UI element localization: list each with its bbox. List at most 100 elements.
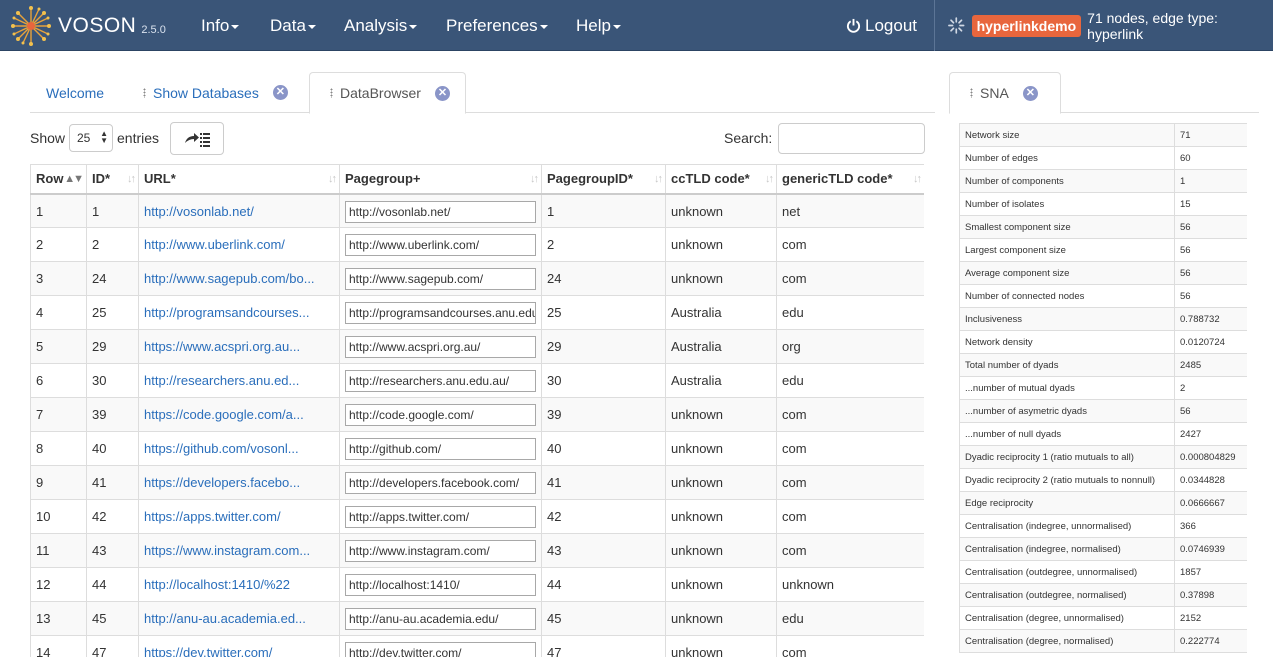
column-header-pagegroupid[interactable]: PagegroupID* ↓↑: [541, 164, 666, 195]
close-icon[interactable]: ✕: [272, 85, 288, 100]
sna-metric-value: 0.0344828: [1174, 468, 1247, 492]
cell-row: 1: [30, 193, 87, 228]
menu-preferences[interactable]: Preferences: [446, 0, 548, 51]
sna-row: Inclusiveness 0.788732: [959, 307, 1247, 331]
url-link[interactable]: http://www.sagepub.com/bo...: [144, 271, 315, 286]
table-row[interactable]: 8 40 https://github.com/vosonl... http://gi…: [30, 431, 924, 466]
dataset-badge: hyperlinkdemo: [971, 14, 1082, 37]
sna-metric-label: Dyadic reciprocity 1 (ratio mutuals to a…: [959, 445, 1175, 469]
data-table-container[interactable]: Row ▲▼ ID* ↓↑ URL* ↓↑ Pagegroup+ ↓↑ Pagegrou…: [30, 164, 924, 657]
cell-row: 8: [30, 431, 87, 466]
table-row[interactable]: 4 25 http://programsandcourses... http://pr…: [30, 295, 924, 330]
cell-url: http://vosonlab.net/: [138, 193, 340, 228]
url-link[interactable]: http://www.uberlink.com/: [144, 237, 285, 252]
cell-url: https://dev.twitter.com/: [138, 635, 340, 657]
sna-metric-label: Number of isolates: [959, 192, 1175, 216]
pagegroup-input[interactable]: http://dev.twitter.com/: [345, 642, 536, 657]
cell-id: 47: [86, 635, 139, 657]
url-link[interactable]: http://anu-au.academia.ed...: [144, 611, 306, 626]
url-link[interactable]: http://researchers.anu.ed...: [144, 373, 300, 388]
url-link[interactable]: https://www.acspri.org.au...: [144, 339, 301, 354]
table-row[interactable]: 12 44 http://localhost:1410/%22 http://loca…: [30, 567, 924, 602]
pagegroup-input[interactable]: http://github.com/: [345, 438, 536, 460]
sna-row: Centralisation (degree, normalised) 0.222…: [959, 629, 1247, 653]
brand[interactable]: VOSON 2.5.0: [10, 5, 166, 47]
column-header-label: URL*: [144, 171, 176, 187]
pagegroup-input[interactable]: http://programsandcourses.anu.edu: [345, 302, 536, 324]
export-button[interactable]: [170, 122, 224, 155]
column-header-url[interactable]: URL* ↓↑: [138, 164, 340, 195]
cell-cctld: unknown: [665, 193, 777, 228]
url-link[interactable]: http://programsandcourses...: [144, 305, 310, 320]
close-icon[interactable]: ✕: [434, 85, 450, 101]
cell-pagegroupid: 25: [541, 295, 666, 330]
data-table: Row ▲▼ ID* ↓↑ URL* ↓↑ Pagegroup+ ↓↑ Pagegrou…: [30, 164, 924, 657]
table-row[interactable]: 6 30 http://researchers.anu.ed... http://re…: [30, 363, 924, 398]
column-header-id[interactable]: ID* ↓↑: [86, 164, 139, 195]
table-row[interactable]: 2 2 http://www.uberlink.com/http://www.ube…: [30, 227, 924, 262]
url-link[interactable]: https://code.google.com/a...: [144, 407, 304, 422]
pagegroup-input[interactable]: http://apps.twitter.com/: [345, 506, 536, 528]
cell-pagegroup: http://www.sagepub.com/: [339, 261, 542, 296]
table-row[interactable]: 11 43 https://www.instagram.com... http://w…: [30, 533, 924, 568]
column-header-cctld[interactable]: ccTLD code* ↓↑: [665, 164, 777, 195]
table-row[interactable]: 14 47 https://dev.twitter.com/http://dev.t…: [30, 635, 924, 657]
url-link[interactable]: http://vosonlab.net/: [144, 203, 254, 219]
column-header-pagegroup[interactable]: Pagegroup+ ↓↑: [339, 164, 542, 195]
drag-handle-icon[interactable]: [970, 88, 973, 98]
pagegroup-input[interactable]: http://www.acspri.org.au/: [345, 336, 536, 358]
sna-metric-label: Centralisation (indegree, normalised): [959, 537, 1175, 561]
pagegroup-input[interactable]: http://code.google.com/: [345, 404, 536, 426]
cell-cctld: unknown: [665, 227, 777, 262]
page-length-select[interactable]: 25 ▲ ▼: [69, 124, 113, 152]
close-icon[interactable]: ✕: [1022, 85, 1038, 101]
url-link[interactable]: https://www.instagram.com...: [144, 543, 311, 558]
tab-sna[interactable]: SNA ✕: [949, 72, 1061, 114]
cell-url: http://researchers.anu.ed...: [138, 363, 340, 398]
menu-analysis[interactable]: Analysis: [344, 0, 418, 51]
cell-cctld: unknown: [665, 601, 777, 636]
sort-icon: ↓↑: [127, 173, 136, 185]
pagegroup-input[interactable]: http://www.sagepub.com/: [345, 268, 536, 290]
tab-welcome[interactable]: Welcome: [46, 72, 104, 113]
pagegroup-input[interactable]: http://vosonlab.net/: [345, 200, 536, 223]
url-link[interactable]: https://developers.facebo...: [144, 475, 301, 490]
pagegroup-input[interactable]: http://localhost:1410/: [345, 574, 536, 596]
pagegroup-input[interactable]: http://developers.facebook.com/: [345, 472, 536, 494]
table-row[interactable]: 5 29 https://www.acspri.org.au... http://ww…: [30, 329, 924, 364]
url-link[interactable]: https://apps.twitter.com/: [144, 509, 281, 524]
pagegroup-input[interactable]: http://anu-au.academia.edu/: [345, 608, 536, 630]
table-row[interactable]: 3 24 http://www.sagepub.com/bo... http://ww…: [30, 261, 924, 296]
drag-handle-icon[interactable]: [143, 87, 146, 98]
table-row[interactable]: 10 42 https://apps.twitter.com/http://apps…: [30, 499, 924, 534]
table-row[interactable]: 9 41 https://developers.facebo... http://de…: [30, 465, 924, 500]
cell-pagegroup: http://anu-au.academia.edu/: [339, 601, 542, 636]
menu-data[interactable]: Data: [270, 0, 316, 51]
pagegroup-input[interactable]: http://www.uberlink.com/: [345, 234, 536, 256]
pagegroup-input[interactable]: http://researchers.anu.edu.au/: [345, 370, 536, 392]
tab-welcome-label: Welcome: [46, 84, 105, 101]
table-row[interactable]: 13 45 http://anu-au.academia.ed... http://a…: [30, 601, 924, 636]
sna-metric-label: Network density: [959, 330, 1175, 354]
sna-metric-value: 60: [1174, 146, 1247, 170]
menu-info[interactable]: Info: [201, 0, 240, 51]
cell-row: 3: [30, 261, 87, 296]
url-link[interactable]: https://dev.twitter.com/: [144, 645, 273, 657]
logout-button[interactable]: Logout: [846, 0, 917, 51]
tab-databrowser[interactable]: DataBrowser ✕: [309, 72, 466, 114]
url-link[interactable]: https://github.com/vosonl...: [144, 441, 299, 456]
search-input[interactable]: [778, 123, 925, 154]
column-header-row[interactable]: Row ▲▼: [30, 164, 87, 195]
share-list-icon: [185, 132, 210, 147]
column-header-generictld[interactable]: genericTLD code* ↓↑: [776, 164, 924, 195]
menu-help[interactable]: Help: [576, 0, 621, 51]
table-row[interactable]: 7 39 https://code.google.com/a... http://co…: [30, 397, 924, 432]
tab-show-databases[interactable]: Show Databases ✕: [143, 72, 288, 113]
drag-handle-icon[interactable]: [330, 88, 333, 98]
sna-metric-label: ...number of asymetric dyads: [959, 399, 1175, 423]
pagegroup-input[interactable]: http://www.instagram.com/: [345, 540, 536, 562]
sna-panel[interactable]: Network size 71 Number of edges 60 Number of…: [959, 123, 1247, 657]
table-row[interactable]: 1 1 http://vosonlab.net/http://vosonlab.ne…: [30, 193, 924, 228]
sna-metric-value: 0.0746939: [1174, 537, 1247, 561]
url-link[interactable]: http://localhost:1410/%22: [144, 577, 290, 592]
